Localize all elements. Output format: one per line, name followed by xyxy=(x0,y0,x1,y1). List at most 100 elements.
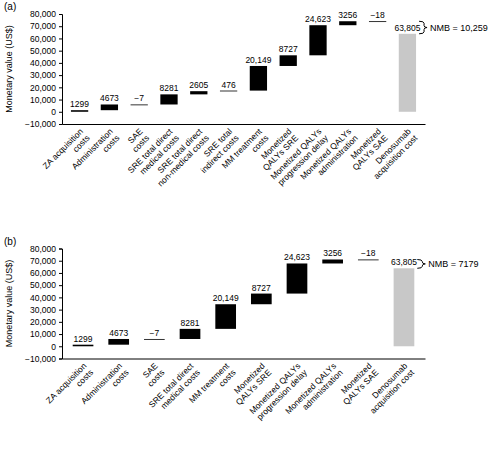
x-axis: ZA acquisitioncostsAdministrationcostsSA… xyxy=(41,124,426,188)
bar xyxy=(322,259,343,263)
y-tick-label: 10,000 xyxy=(30,329,56,339)
data-label: 63,805 xyxy=(394,23,420,33)
panel-title: (b) xyxy=(4,236,16,247)
bar xyxy=(287,263,308,293)
y-tick-mark xyxy=(59,124,62,125)
panel-title: (a) xyxy=(4,1,16,12)
data-label: 8727 xyxy=(279,44,298,54)
y-tick-mark xyxy=(59,14,62,15)
y-tick-mark xyxy=(59,285,62,286)
x-tick-label: SRE total directnon-medical costs xyxy=(149,126,212,189)
y-tick-label: 70,000 xyxy=(30,21,56,31)
x-tick-label: Administrationcosts xyxy=(70,126,122,178)
bar xyxy=(280,55,297,66)
y-tick-mark xyxy=(59,249,62,250)
bar xyxy=(339,21,356,25)
y-tick-mark xyxy=(59,359,62,360)
y-tick-label: 50,000 xyxy=(30,280,56,290)
brace xyxy=(419,21,427,34)
bar xyxy=(250,66,267,91)
y-tick-mark xyxy=(59,38,62,39)
y-tick-mark xyxy=(59,51,62,52)
y-tick: 20,000 xyxy=(30,317,62,327)
y-tick-label: 20,000 xyxy=(30,317,56,327)
data-label: 2605 xyxy=(189,80,208,90)
y-tick: 70,000 xyxy=(30,21,62,31)
x-tick-label-line: costs xyxy=(110,367,131,388)
y-tick-label: 0 xyxy=(51,341,56,351)
y-axis: −10,000010,00020,00030,00040,00050,00060… xyxy=(25,9,62,129)
bar xyxy=(101,104,118,110)
y-tick-label: 60,000 xyxy=(30,34,56,44)
data-label: −18 xyxy=(361,248,376,258)
y-tick: 10,000 xyxy=(30,95,62,105)
y-tick-mark xyxy=(59,297,62,298)
bar xyxy=(190,91,207,94)
data-label: −7 xyxy=(134,93,144,103)
x-tick: SAEcosts xyxy=(139,359,167,389)
y-tick-label: −10,000 xyxy=(25,354,56,364)
y-tick: −10,000 xyxy=(25,354,62,364)
y-tick-mark xyxy=(59,112,62,113)
bar xyxy=(71,110,88,112)
bar xyxy=(399,34,416,112)
y-tick-label: 50,000 xyxy=(30,46,56,56)
x-tick: MonetizedQALYs SAE xyxy=(334,359,380,407)
y-tick: 40,000 xyxy=(30,58,62,68)
bar xyxy=(108,339,129,345)
x-tick-label: SAEcosts xyxy=(139,361,167,389)
x-tick-label: Denosumabacquisition cost xyxy=(365,126,420,181)
x-tick-label-line: acquisition cost xyxy=(368,367,417,416)
bar xyxy=(369,21,386,23)
x-tick-label-line: costs xyxy=(100,133,121,154)
data-label: 4673 xyxy=(109,328,128,338)
data-label: 63,805 xyxy=(391,257,417,267)
data-label: 8727 xyxy=(252,283,271,293)
y-tick: 20,000 xyxy=(30,83,62,93)
bar xyxy=(160,94,177,104)
y-tick-label: 30,000 xyxy=(30,305,56,315)
bar xyxy=(73,345,94,347)
bar xyxy=(309,25,326,55)
y-tick: 50,000 xyxy=(30,46,62,56)
y-tick-label: 60,000 xyxy=(30,268,56,278)
y-tick-mark xyxy=(59,26,62,27)
y-tick-mark xyxy=(59,261,62,262)
annotation: NMB = 10,259 xyxy=(430,23,488,33)
y-tick-mark xyxy=(59,75,62,76)
data-label: 24,623 xyxy=(305,14,331,24)
data-labels: 12994673−78281260547620,149872724,623325… xyxy=(70,10,421,109)
y-tick-label: −10,000 xyxy=(25,119,56,129)
y-tick-mark xyxy=(59,87,62,88)
y-tick: 80,000 xyxy=(30,244,62,254)
y-tick-label: 70,000 xyxy=(30,256,56,266)
bars xyxy=(71,21,416,112)
y-tick-label: 40,000 xyxy=(30,293,56,303)
y-tick: 30,000 xyxy=(30,70,62,80)
y-tick: 60,000 xyxy=(30,268,62,278)
bar xyxy=(180,329,201,339)
data-label: 1299 xyxy=(74,334,93,344)
y-tick-label: 10,000 xyxy=(30,95,56,105)
y-tick-label: 40,000 xyxy=(30,58,56,68)
y-tick: 40,000 xyxy=(30,293,62,303)
y-tick-label: 80,000 xyxy=(30,244,56,254)
data-label: 476 xyxy=(222,80,236,90)
x-tick-label: MonetizedQALYs SAE xyxy=(334,361,380,407)
data-label: 24,623 xyxy=(284,252,310,262)
y-tick-mark xyxy=(59,273,62,274)
brace xyxy=(417,260,425,269)
y-tick-mark xyxy=(59,346,62,347)
bar xyxy=(144,338,165,340)
bar xyxy=(215,304,236,329)
y-axis-line xyxy=(59,15,63,125)
data-label: −18 xyxy=(370,10,385,20)
y-tick-label: 80,000 xyxy=(30,9,56,19)
x-tick-label-line: administration xyxy=(300,367,345,412)
x-axis: ZA acquisitioncostsAdministrationcostsSA… xyxy=(44,359,426,423)
data-label: 1299 xyxy=(70,99,89,109)
x-tick-label: Monetized QALYsadministration xyxy=(283,361,345,423)
y-tick: 0 xyxy=(51,341,62,351)
y-tick-mark xyxy=(59,334,62,335)
y-tick: 10,000 xyxy=(30,329,62,339)
